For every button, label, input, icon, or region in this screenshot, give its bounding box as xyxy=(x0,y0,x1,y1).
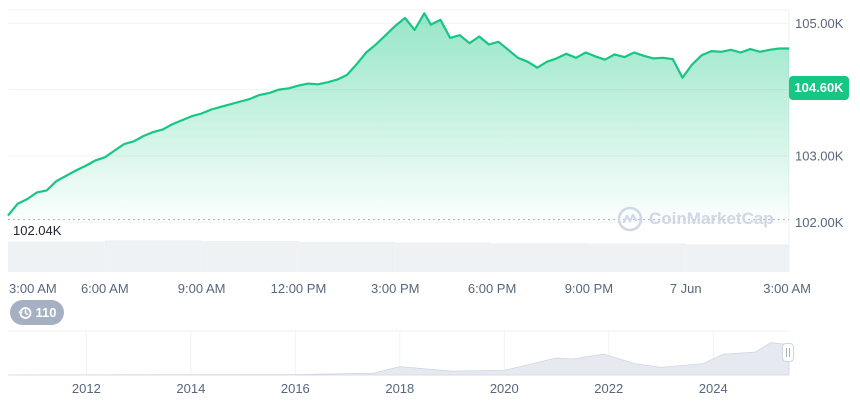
x-tick-label: 6:00 AM xyxy=(81,281,129,296)
y-tick-label: 105.00K xyxy=(795,16,844,31)
x-tick-label: 3:00 AM xyxy=(9,281,57,296)
overview-tick-label: 2024 xyxy=(699,381,728,396)
x-tick-label: 7 Jun xyxy=(670,281,702,296)
overview-tick-label: 2022 xyxy=(594,381,623,396)
price-line xyxy=(7,12,789,217)
x-tick-label: 9:00 AM xyxy=(178,281,226,296)
start-price-label: 102.04K xyxy=(9,221,66,241)
history-button[interactable]: 110 xyxy=(10,300,64,325)
price-area-fill xyxy=(8,13,789,220)
volume-bar xyxy=(201,241,299,272)
history-count: 110 xyxy=(35,305,57,320)
volume-bar xyxy=(104,240,202,272)
volume-bars xyxy=(8,240,789,272)
x-tick-label: 3:00 AM xyxy=(763,281,811,296)
history-icon xyxy=(17,306,31,319)
x-tick-label: 12:00 PM xyxy=(271,281,327,296)
overview-tick-label: 2016 xyxy=(281,381,310,396)
volume-bar xyxy=(395,242,493,272)
x-axis: 3:00 AM 6:00 AM 9:00 AM 12:00 PM 3:00 PM 6:00… xyxy=(9,281,811,296)
coinmarketcap-watermark: CoinMarketCap xyxy=(617,205,774,233)
volume-bar xyxy=(588,243,686,272)
volume-bar xyxy=(685,244,789,272)
overview-tick-label: 2020 xyxy=(490,381,519,396)
overview-tick-label: 2018 xyxy=(385,381,414,396)
x-tick-label: 3:00 PM xyxy=(371,281,419,296)
overview-area xyxy=(7,342,790,376)
overview-x-axis: 2012 2014 2016 2018 2020 2022 2024 xyxy=(72,381,728,396)
overview-tick-label: 2012 xyxy=(72,381,101,396)
volume-bar xyxy=(298,241,396,272)
y-tick-label: 102.00K xyxy=(795,215,844,230)
coinmarketcap-logo-icon xyxy=(617,206,643,232)
current-price-badge: 104.60K xyxy=(789,76,849,100)
y-tick-label: 103.00K xyxy=(795,148,844,163)
x-tick-label: 9:00 PM xyxy=(565,281,613,296)
watermark-text: CoinMarketCap xyxy=(649,209,774,228)
overview-navigator[interactable] xyxy=(7,330,790,376)
x-tick-label: 6:00 PM xyxy=(468,281,516,296)
overview-range-handle[interactable] xyxy=(782,343,794,362)
volume-bar xyxy=(8,241,105,272)
overview-tick-label: 2014 xyxy=(176,381,205,396)
volume-bar xyxy=(492,243,589,272)
